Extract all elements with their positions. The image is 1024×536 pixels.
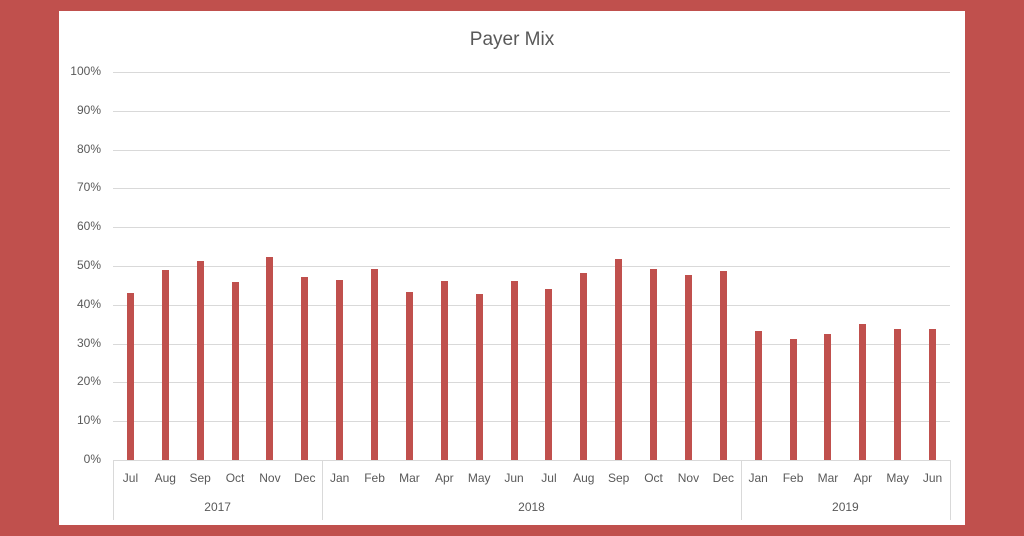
x-tick-label: Jun [504, 471, 524, 485]
x-tick-label: Jul [122, 471, 139, 485]
x-tick-label: Apr [434, 471, 454, 485]
y-tick-label: 80% [76, 141, 101, 156]
bar [126, 293, 134, 460]
y-tick-label: 70% [76, 180, 101, 195]
bar [371, 269, 379, 460]
x-tick-label: Aug [154, 471, 176, 485]
y-tick-label: 0% [83, 452, 101, 466]
y-tick-label: 60% [76, 219, 101, 234]
gridline [113, 266, 950, 267]
x-group-label: 2018 [518, 500, 545, 514]
bar [580, 272, 588, 460]
y-tick-label: 90% [76, 102, 101, 117]
bar [231, 282, 239, 460]
group-separator [322, 460, 324, 520]
x-tick-label: Mar [399, 471, 420, 485]
gridline [113, 421, 950, 423]
bar [894, 328, 902, 460]
bar [824, 333, 832, 460]
x-tick-label: Sep [608, 471, 630, 485]
x-tick-label: May [467, 471, 491, 485]
bar [440, 281, 448, 460]
gridline [113, 149, 950, 151]
bar [684, 274, 692, 460]
gridline [113, 188, 950, 190]
x-tick-label: Jun [922, 471, 943, 485]
group-separator [950, 460, 951, 520]
x-tick-label: Jan [330, 471, 350, 485]
x-tick-label: Feb [782, 471, 804, 485]
x-tick-label: May [886, 471, 910, 485]
bar [929, 328, 937, 460]
gridline [113, 110, 950, 112]
group-separator [740, 460, 742, 520]
bar [789, 338, 797, 460]
bar [545, 288, 553, 460]
bar [475, 294, 483, 460]
x-tick-label: Jan [748, 471, 768, 485]
y-tick-label: 20% [76, 374, 101, 389]
bar [719, 271, 727, 460]
bar [510, 281, 518, 460]
bar [196, 260, 204, 460]
x-tick-label: Feb [364, 471, 385, 485]
x-tick-label: Dec [294, 471, 316, 485]
x-tick-label: Jul [541, 471, 557, 485]
x-axis-line [113, 460, 950, 461]
gridline [113, 304, 950, 306]
gridline [113, 227, 950, 229]
x-tick-label: Aug [573, 471, 595, 485]
y-tick-label: 50% [76, 258, 101, 272]
gridline [113, 72, 950, 73]
x-tick-label: Dec [712, 471, 734, 485]
y-tick-label: 100% [70, 64, 101, 78]
x-tick-label: Oct [644, 471, 663, 485]
x-tick-label: Oct [225, 471, 245, 485]
x-group-label: 2017 [204, 500, 231, 514]
x-tick-label: Nov [677, 471, 700, 485]
gridline [113, 382, 950, 384]
bar [301, 276, 309, 460]
y-tick-label: 40% [76, 296, 101, 311]
x-tick-label: Nov [259, 471, 281, 485]
x-tick-label: Mar [817, 471, 839, 485]
bar [266, 257, 274, 460]
y-tick-label: 30% [76, 335, 101, 350]
bar [615, 259, 623, 460]
x-group-label: 2019 [832, 500, 859, 514]
group-separator [113, 460, 114, 520]
bar [754, 330, 762, 460]
chart-panel: Payer Mix 0% 10% 20% 30% 40% 50% 60% 70% 80% 90% 1… [59, 11, 965, 525]
gridline [113, 343, 950, 345]
chart-title: Payer Mix [469, 29, 555, 50]
y-tick-label: 10% [76, 413, 101, 428]
x-tick-label: Apr [853, 471, 873, 485]
x-tick-label: Sep [189, 471, 211, 485]
bar [161, 269, 169, 460]
bar [859, 324, 867, 460]
bar [650, 269, 658, 460]
bar [336, 279, 344, 460]
bar [405, 291, 413, 460]
